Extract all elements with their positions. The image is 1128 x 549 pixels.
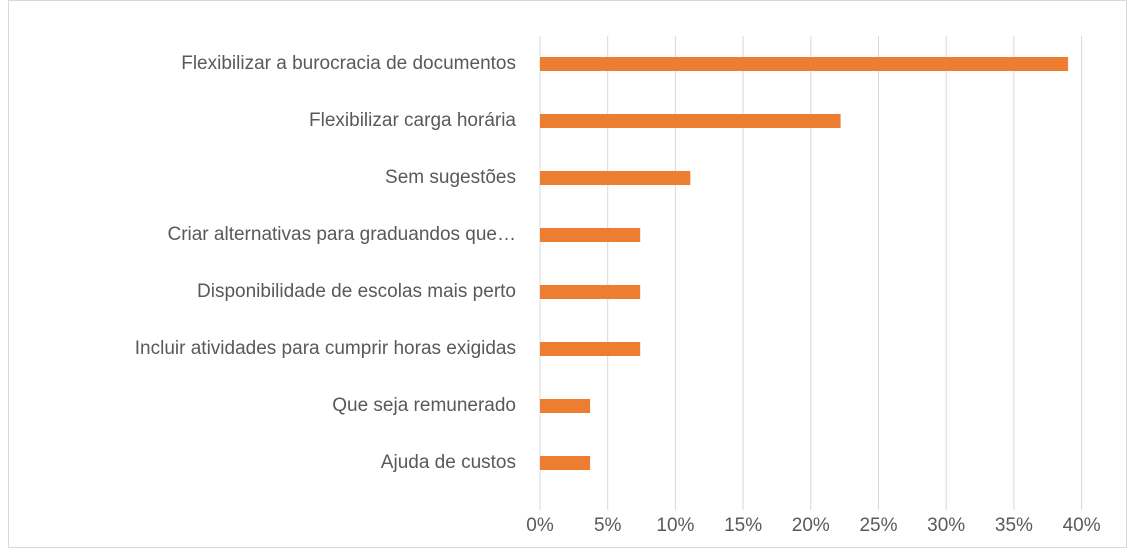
bar (540, 399, 591, 413)
x-tick-label: 20% (792, 515, 830, 536)
x-tick-label: 0% (526, 515, 554, 536)
y-tick-label: Ajuda de custos (381, 452, 516, 473)
y-tick-label: Flexibilizar carga horária (309, 110, 516, 131)
bar (540, 114, 841, 128)
bar (540, 342, 641, 356)
y-tick-label: Criar alternativas para graduandos que… (167, 224, 516, 245)
y-tick-label: Sem sugestões (385, 167, 516, 188)
x-tick-label: 30% (927, 515, 965, 536)
x-tick-label: 25% (859, 515, 897, 536)
bar (540, 171, 691, 185)
bar (540, 57, 1069, 71)
bar (540, 228, 641, 242)
y-tick-label: Disponibilidade de escolas mais perto (197, 281, 516, 302)
x-tick-label: 15% (724, 515, 762, 536)
x-tick-label: 10% (656, 515, 694, 536)
y-tick-label: Que seja remunerado (332, 395, 516, 416)
x-tick-label: 40% (1063, 515, 1101, 536)
y-tick-label: Flexibilizar a burocracia de documentos (181, 53, 516, 74)
x-tick-label: 35% (995, 515, 1033, 536)
bar (540, 456, 591, 470)
y-tick-label: Incluir atividades para cumprir horas ex… (135, 338, 516, 359)
x-tick-label: 5% (594, 515, 622, 536)
bar (540, 285, 641, 299)
